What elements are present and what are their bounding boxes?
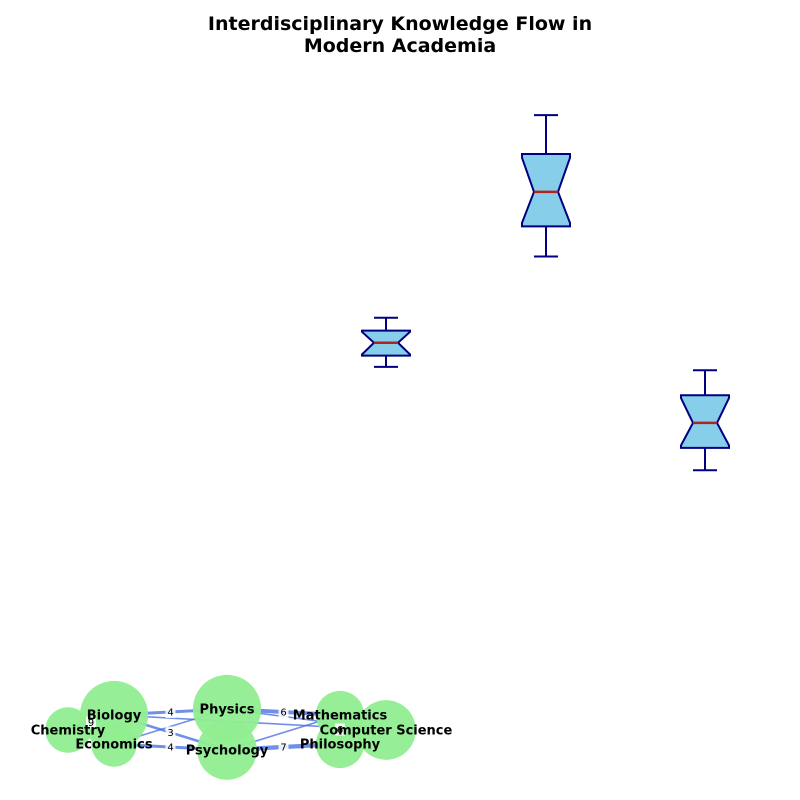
edge-label-bg xyxy=(278,741,289,753)
edge-label-4: 4 xyxy=(165,741,176,754)
node-psychology xyxy=(197,720,257,780)
box-3 xyxy=(680,369,730,472)
box-2 xyxy=(521,114,571,258)
chart-title-line-2: Modern Academia xyxy=(304,35,496,57)
edge-weight-label: 4 xyxy=(167,708,173,719)
network-nodes xyxy=(45,674,416,780)
node-computer-science xyxy=(356,700,416,760)
edge-label-bg xyxy=(335,723,345,736)
edge-weight-label: 3 xyxy=(167,728,173,739)
node-philosophy xyxy=(315,719,365,769)
node-label-economics: Economics xyxy=(75,738,152,753)
box-1 xyxy=(361,316,411,368)
chart-title-line-1: Interdisciplinary Knowledge Flow in xyxy=(208,13,592,35)
node-label-biology: Biology xyxy=(87,709,142,724)
edge-label-bg xyxy=(165,741,176,753)
edge-label-bg xyxy=(86,716,96,729)
node-label-chemistry: Chemistry xyxy=(31,724,106,739)
box-2-body xyxy=(521,152,571,228)
edge-weight-label: 6 xyxy=(337,725,343,736)
node-chemistry xyxy=(45,707,91,753)
node-label-mathematics: Mathematics xyxy=(293,709,388,724)
node-label-philosophy: Philosophy xyxy=(300,738,381,753)
edge-label-5: 7 xyxy=(278,741,289,754)
edge-label-6: 9 xyxy=(86,716,96,729)
edge-label-bg xyxy=(165,726,176,739)
edge-label-bg xyxy=(165,706,176,718)
boxplot-panel xyxy=(361,114,730,472)
box-3-body xyxy=(680,394,730,449)
edge-weight-label: 7 xyxy=(280,743,286,754)
edge-weight-label: 9 xyxy=(88,718,94,729)
edge-label-2: 6 xyxy=(278,706,289,719)
node-label-computer-science: Computer Science xyxy=(320,724,453,739)
edge-label-3: 3 xyxy=(165,726,176,739)
edge-label-bg xyxy=(278,706,289,718)
node-label-physics: Physics xyxy=(200,703,255,718)
edge-weight-label: 6 xyxy=(280,708,286,719)
node-economics xyxy=(91,721,137,767)
edge-weight-label: 4 xyxy=(167,743,173,754)
edge-label-11: 6 xyxy=(335,723,345,736)
edge-label-1: 4 xyxy=(165,706,176,719)
network-edge-labels: 4 6 3 4 7 9 6 xyxy=(86,706,345,754)
node-label-psychology: Psychology xyxy=(186,744,269,759)
